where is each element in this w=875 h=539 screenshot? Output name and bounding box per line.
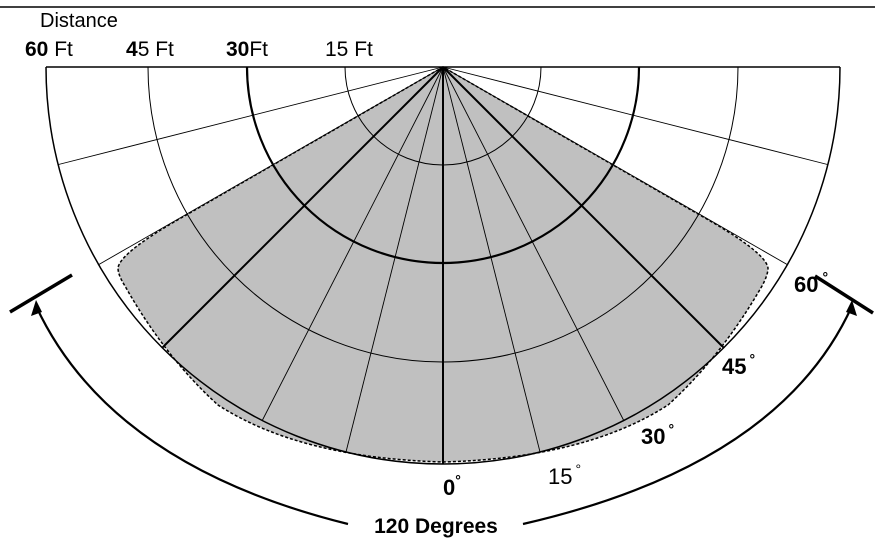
arrow-head-right xyxy=(846,300,857,316)
angle-45-label: 45 ° xyxy=(722,351,755,379)
span-end-tick-right xyxy=(814,274,874,315)
distance-30ft-label: 30Ft xyxy=(226,38,268,61)
span-label: 120 Degrees xyxy=(374,515,498,538)
span-end-tick-left xyxy=(9,273,73,314)
distance-45ft-label: 45 Ft xyxy=(126,38,174,61)
distance-15ft-label: 15 Ft xyxy=(325,38,373,61)
angle-30-label: 30 ° xyxy=(641,421,674,449)
radial-line xyxy=(261,66,444,422)
arrow-head-left xyxy=(31,300,42,316)
radial-line xyxy=(345,66,444,453)
radial-line xyxy=(97,66,444,266)
radial-line xyxy=(442,66,625,422)
angle-15-label: 15 ° xyxy=(548,461,581,489)
radial-line xyxy=(442,66,541,453)
bold-radial-lines xyxy=(161,66,725,464)
radial-line-45-right xyxy=(442,66,725,349)
radial-line xyxy=(442,66,789,266)
distance-label: Distance xyxy=(40,10,118,32)
angle-60-label: 60 ° xyxy=(794,269,828,297)
radial-line xyxy=(442,66,828,165)
radial-line-45-left xyxy=(161,66,444,349)
radial-line xyxy=(58,66,444,165)
distance-60ft-label: 60 Ft xyxy=(25,38,73,61)
angle-0-label: 0° xyxy=(443,472,461,500)
radial-lines xyxy=(58,66,828,453)
span-arc-left xyxy=(35,305,349,526)
span-arc-right xyxy=(522,305,854,526)
